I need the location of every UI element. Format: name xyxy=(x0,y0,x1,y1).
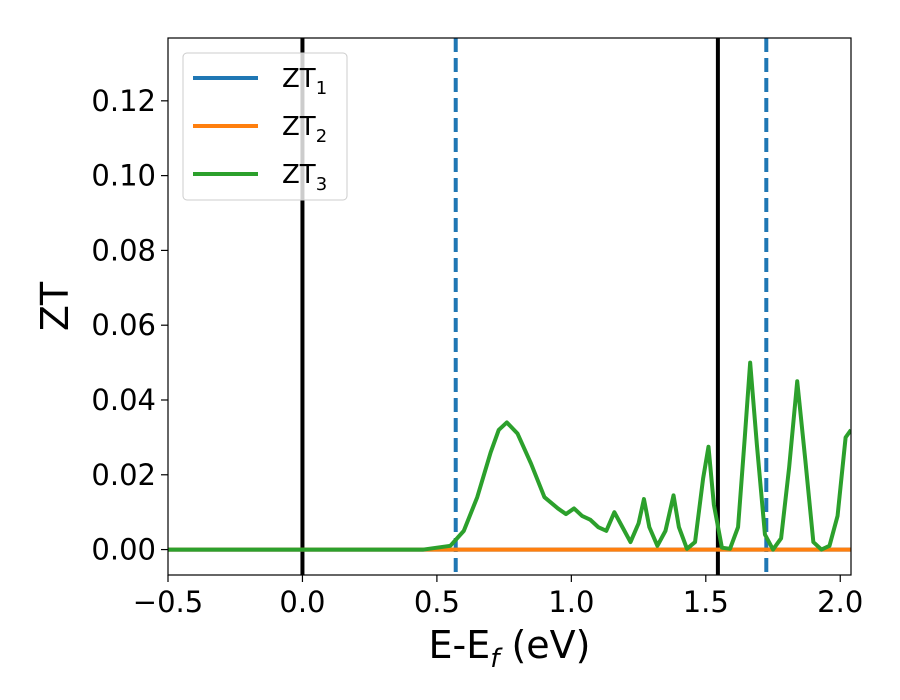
series-line-zt3 xyxy=(168,360,851,552)
series-lines xyxy=(168,360,851,552)
y-axis-ticks: 0.00 0.02 0.04 0.06 0.08 0.10 0.12 xyxy=(91,84,168,567)
legend-box xyxy=(182,52,348,201)
y-tick-label: 0.08 xyxy=(91,233,156,267)
x-tick-label: 2.0 xyxy=(817,585,863,619)
x-axis-title-main: E-E xyxy=(429,623,491,667)
x-axis-title: E-Ef (eV) xyxy=(429,623,591,674)
y-tick-label: 0.06 xyxy=(91,308,156,342)
legend-label-zt1: ZT1 xyxy=(282,64,327,99)
y-tick-label: 0.10 xyxy=(91,159,156,193)
y-tick-label: 0.02 xyxy=(91,458,156,492)
x-tick-label: 1.0 xyxy=(548,585,594,619)
y-tick-label: 0.00 xyxy=(91,533,156,567)
y-tick-label: 0.12 xyxy=(91,84,156,118)
x-tick-label: 1.5 xyxy=(683,585,729,619)
legend-label-zt2: ZT2 xyxy=(282,112,327,147)
axes-frame xyxy=(167,37,852,576)
x-tick-label: 0.0 xyxy=(279,585,325,619)
y-tick-label: 0.04 xyxy=(91,383,156,417)
legend: ZT1 ZT2 ZT3 xyxy=(182,52,348,201)
plot-area xyxy=(167,37,852,576)
x-axis-title-tail: (eV) xyxy=(499,623,590,667)
x-axis-ticks: −0.5 0.0 0.5 1.0 1.5 2.0 xyxy=(133,575,863,619)
x-tick-label: 0.5 xyxy=(414,585,460,619)
x-tick-label: −0.5 xyxy=(133,585,203,619)
y-axis-title: ZT xyxy=(33,281,77,331)
legend-label-zt3: ZT3 xyxy=(282,160,327,195)
